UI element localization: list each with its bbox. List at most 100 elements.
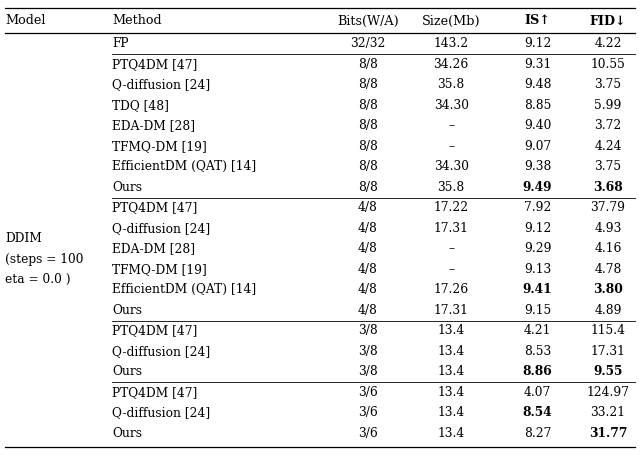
Text: 8/8: 8/8 [358,78,378,91]
Text: 9.31: 9.31 [524,58,551,71]
Text: 4/8: 4/8 [358,242,378,255]
Text: 35.8: 35.8 [438,181,465,194]
Text: 9.49: 9.49 [523,181,552,194]
Text: 3/6: 3/6 [358,386,378,399]
Text: 10.55: 10.55 [591,58,625,71]
Text: 17.31: 17.31 [591,345,625,358]
Text: 9.12: 9.12 [524,222,551,235]
Text: EDA-DM [28]: EDA-DM [28] [112,119,195,132]
Text: TDQ [48]: TDQ [48] [112,99,169,112]
Text: 4.22: 4.22 [595,37,621,50]
Text: 4/8: 4/8 [358,222,378,235]
Text: PTQ4DM [47]: PTQ4DM [47] [112,201,197,214]
Text: 8.54: 8.54 [523,406,552,419]
Text: 13.4: 13.4 [438,345,465,358]
Text: Ours: Ours [112,304,142,317]
Text: 9.12: 9.12 [524,37,551,50]
Text: 17.22: 17.22 [434,201,468,214]
Text: 3/8: 3/8 [358,365,378,378]
Text: 3.72: 3.72 [595,119,621,132]
Text: 9.48: 9.48 [524,78,551,91]
Text: Ours: Ours [112,427,142,440]
Text: Model: Model [5,15,45,28]
Text: 13.4: 13.4 [438,365,465,378]
Text: 17.26: 17.26 [434,283,468,296]
Text: PTQ4DM [47]: PTQ4DM [47] [112,58,197,71]
Text: 8/8: 8/8 [358,160,378,173]
Text: 8.85: 8.85 [524,99,551,112]
Text: 8/8: 8/8 [358,140,378,153]
Text: Q-diffusion [24]: Q-diffusion [24] [112,222,210,235]
Text: Ours: Ours [112,365,142,378]
Text: 3/8: 3/8 [358,345,378,358]
Text: EfficientDM (QAT) [14]: EfficientDM (QAT) [14] [112,283,256,296]
Text: 4.24: 4.24 [595,140,621,153]
Text: 4.78: 4.78 [595,263,621,276]
Text: Ours: Ours [112,181,142,194]
Text: 31.77: 31.77 [589,427,627,440]
Text: Q-diffusion [24]: Q-diffusion [24] [112,78,210,91]
Text: TFMQ-DM [19]: TFMQ-DM [19] [112,140,207,153]
Text: 9.55: 9.55 [593,365,623,378]
Text: FID↓: FID↓ [589,15,627,28]
Text: 115.4: 115.4 [591,324,625,337]
Text: 3.80: 3.80 [593,283,623,296]
Text: 34.30: 34.30 [434,99,468,112]
Text: 13.4: 13.4 [438,406,465,419]
Text: eta = 0.0 ): eta = 0.0 ) [5,273,71,286]
Text: 9.40: 9.40 [524,119,551,132]
Text: 7.92: 7.92 [524,201,551,214]
Text: DDIM: DDIM [5,232,42,245]
Text: 3.75: 3.75 [595,160,621,173]
Text: 34.30: 34.30 [434,160,468,173]
Text: Bits(W/A): Bits(W/A) [337,15,399,28]
Text: IS↑: IS↑ [525,15,550,28]
Text: 3/6: 3/6 [358,427,378,440]
Text: –: – [448,119,454,132]
Text: TFMQ-DM [19]: TFMQ-DM [19] [112,263,207,276]
Text: 4/8: 4/8 [358,201,378,214]
Text: 13.4: 13.4 [438,427,465,440]
Text: 3.75: 3.75 [595,78,621,91]
Text: 9.13: 9.13 [524,263,551,276]
Text: Q-diffusion [24]: Q-diffusion [24] [112,406,210,419]
Text: Method: Method [112,15,162,28]
Text: 3/6: 3/6 [358,406,378,419]
Text: 8/8: 8/8 [358,181,378,194]
Text: 13.4: 13.4 [438,324,465,337]
Text: 9.15: 9.15 [524,304,551,317]
Text: EDA-DM [28]: EDA-DM [28] [112,242,195,255]
Text: –: – [448,263,454,276]
Text: 8.27: 8.27 [524,427,551,440]
Text: 4.21: 4.21 [524,324,551,337]
Text: 17.31: 17.31 [434,222,468,235]
Text: 32/32: 32/32 [350,37,386,50]
Text: 37.79: 37.79 [591,201,625,214]
Text: 34.26: 34.26 [433,58,469,71]
Text: 8/8: 8/8 [358,99,378,112]
Text: 8.53: 8.53 [524,345,551,358]
Text: 3.68: 3.68 [593,181,623,194]
Text: 8.86: 8.86 [523,365,552,378]
Text: –: – [448,140,454,153]
Text: Q-diffusion [24]: Q-diffusion [24] [112,345,210,358]
Text: 8/8: 8/8 [358,58,378,71]
Text: 4/8: 4/8 [358,283,378,296]
Text: Size(Mb): Size(Mb) [422,15,481,28]
Text: 143.2: 143.2 [434,37,468,50]
Text: 4.89: 4.89 [595,304,621,317]
Text: 17.31: 17.31 [434,304,468,317]
Text: 5.99: 5.99 [595,99,621,112]
Text: 9.38: 9.38 [524,160,551,173]
Text: 35.8: 35.8 [438,78,465,91]
Text: 4.07: 4.07 [524,386,551,399]
Text: 4.16: 4.16 [595,242,621,255]
Text: PTQ4DM [47]: PTQ4DM [47] [112,324,197,337]
Text: 8/8: 8/8 [358,119,378,132]
Text: EfficientDM (QAT) [14]: EfficientDM (QAT) [14] [112,160,256,173]
Text: –: – [448,242,454,255]
Text: 33.21: 33.21 [591,406,625,419]
Text: 9.07: 9.07 [524,140,551,153]
Text: 9.29: 9.29 [524,242,551,255]
Text: 13.4: 13.4 [438,386,465,399]
